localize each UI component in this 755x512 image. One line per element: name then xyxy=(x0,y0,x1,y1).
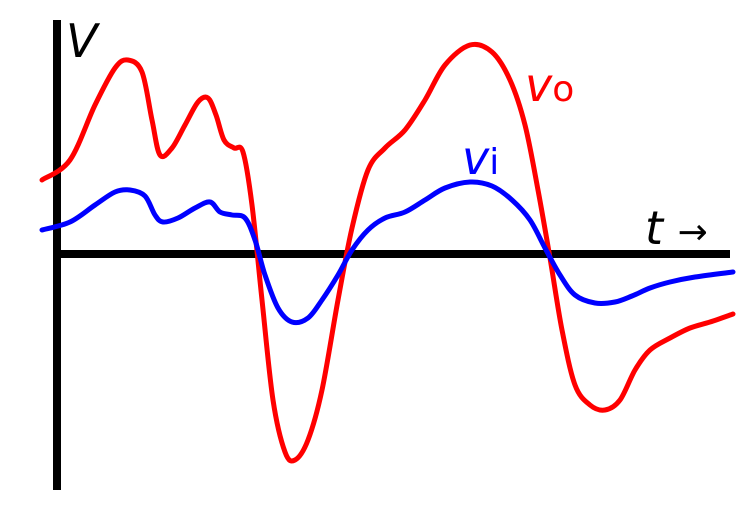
input-signal-label: vi xyxy=(462,135,499,181)
output-symbol: v xyxy=(525,58,553,112)
output-signal-label: vo xyxy=(525,62,574,108)
output-signal-curve xyxy=(39,41,736,464)
input-subscript: i xyxy=(489,142,500,183)
output-subscript: o xyxy=(552,69,575,110)
y-axis-label: V xyxy=(66,14,98,68)
x-axis-symbol: t xyxy=(645,201,664,255)
x-arrow-icon: → xyxy=(677,212,708,253)
input-signal-curve xyxy=(39,179,736,326)
input-symbol: v xyxy=(462,131,490,185)
x-axis-label: t → xyxy=(645,205,708,251)
